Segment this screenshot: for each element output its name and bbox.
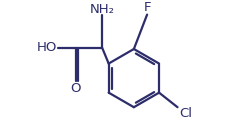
Text: NH₂: NH₂ <box>90 3 115 16</box>
Text: O: O <box>70 82 81 95</box>
Text: Cl: Cl <box>179 107 192 120</box>
Text: HO: HO <box>37 41 57 54</box>
Text: F: F <box>143 2 151 15</box>
